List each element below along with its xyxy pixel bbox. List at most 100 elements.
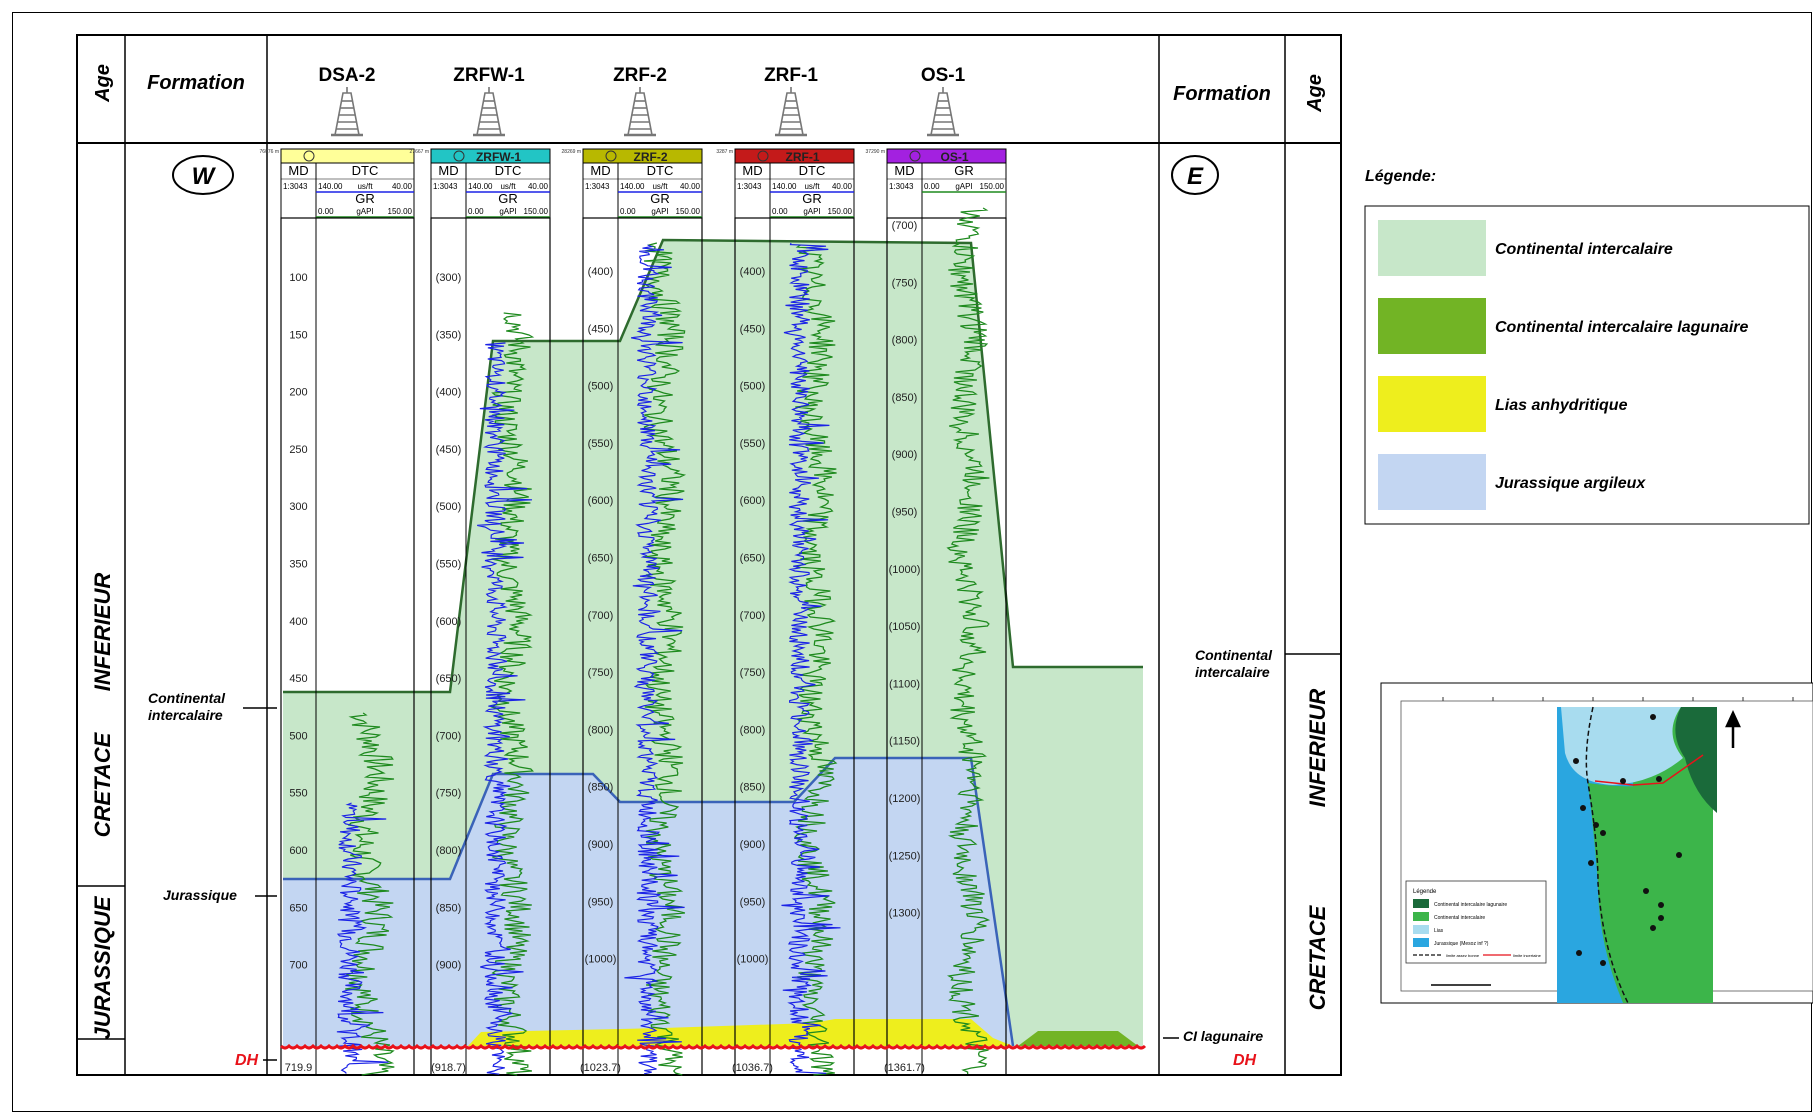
gr-min: 0.00 [318,207,334,216]
inset-map: Légende Continental intercalaire lagunair… [1380,682,1814,1004]
dtc-curve [336,802,389,1074]
depth-label: 550 [289,788,307,800]
depth-label: (600) [436,616,462,628]
gr-min: 0.00 [468,207,484,216]
gr-curve [643,242,687,1076]
derrick-icon [624,87,656,137]
inset-legend-label: Lias [1434,928,1444,934]
legend-item: Continental intercalaire [1378,220,1673,276]
depth-label: (700) [740,610,766,622]
well-label-bar [280,148,415,164]
inset-well-dot [1650,925,1656,931]
legend-item: Continental intercalaire lagunaire [1378,298,1749,354]
east-marker [1171,155,1219,195]
depth-label: (1000) [585,954,617,966]
depth-label: (800) [436,845,462,857]
inset-well-dot [1580,805,1586,811]
gr-header: GR [954,163,974,178]
inset-well-dot [1600,830,1606,836]
formation-header-right: Formation [1173,83,1271,105]
dtc-max: 40.00 [392,182,413,191]
inset-well-dot [1588,860,1594,866]
gr-header: GR [355,191,375,206]
depth-label: (350) [436,329,462,341]
scale-label: 1:3043 [889,182,914,191]
formation-jurassique-left: Jurassique [163,887,237,903]
dtc-header: DTC [647,163,674,178]
depth-label: (750) [892,277,918,289]
gr-min: 0.00 [924,182,940,191]
well-name: ZRF-2 [613,65,667,86]
inset-line-label: limite assez bonne [1446,953,1480,958]
gr-curve [345,712,395,1076]
depth-label: (750) [588,667,614,679]
depth-label: (1000) [737,954,769,966]
depth-label: (1150) [889,736,920,748]
dh-label-left: DH [235,1052,259,1069]
formation-ci-right-1: Continental [1195,647,1273,663]
well-label-bar-text: OS-1 [940,150,968,164]
well-dsa-2: DSA-2 MD 1:3043 DTC 140.00 us/ft 40.00 GR 0.00 gA… [260,65,415,1076]
depth-label: (700) [588,610,614,622]
gr-max: 150.00 [676,207,701,216]
inset-legend-title: Légende [1413,889,1437,895]
gr-max: 150.00 [828,207,853,216]
well-label-bar-text: ZRF-2 [634,150,668,164]
scale-label: 1:3043 [433,182,458,191]
depth-label: 450 [289,673,307,685]
well-symbol-icon [303,150,315,162]
depth-label: 150 [289,329,307,341]
depth-label: 719.9 [285,1062,313,1074]
depth-label: (650) [436,673,462,685]
west-marker [172,155,234,195]
legend-label: Continental intercalaire lagunaire [1495,319,1749,336]
well-label-bar-text: ZRF-1 [786,150,820,164]
depth-label: (900) [892,449,918,461]
dtc-curve [624,244,685,1075]
depth-label: (400) [740,266,766,278]
inset-well-dot [1676,852,1682,858]
gr-unit: gAPI [651,207,668,216]
depth-label: 200 [289,387,307,399]
dtc-header: DTC [352,163,379,178]
formation-ci-left-1: Continental [148,690,226,706]
depth-label: (500) [436,501,462,513]
track-body: (300) (350) (400) (450) (500) (550) (600) (650)… [430,217,551,1076]
depth-label: 250 [289,444,307,456]
track-header: MD 1:3043 GR 0.00 gAPI 150.00 [886,162,1007,219]
dtc-header: DTC [495,163,522,178]
legend-label: Jurassique argileux [1495,475,1646,492]
track-body: 100 150 200 250 300 350 400 450 500 550 600 650 700 7… [280,217,415,1076]
dtc-curve [781,242,841,1074]
legend-swatch [1378,220,1486,276]
depth-label: (850) [436,902,462,914]
dtc-min: 140.00 [318,182,343,191]
well-spacing: 3287 m [716,149,733,155]
scale-label: 1:3043 [585,182,610,191]
dtc-unit: us/ft [357,182,373,191]
depth-label: (750) [740,667,766,679]
gr-unit: gAPI [803,207,820,216]
north-arrow-icon [1725,710,1741,748]
depth-label: (550) [588,438,614,450]
track-body: (700) (750) (800) (850) (900) (950) (1000) (105… [884,207,1007,1076]
east-label: E [1187,163,1204,190]
gr-curve [946,207,991,1075]
depth-label: (1036.7) [732,1062,773,1074]
depth-label: (500) [740,381,766,393]
depth-label: 350 [289,559,307,571]
gr-max: 150.00 [388,207,413,216]
inset-lias-zone [1561,707,1683,785]
depth-label: (1300) [889,908,921,920]
jurassique-top-line [283,756,1015,1047]
main-panel [76,34,1342,1076]
dh-label-right: DH [1233,1052,1257,1069]
ci-lagunaire-layer [1018,1031,1138,1046]
depth-label: (900) [740,839,766,851]
gr-unit: gAPI [356,207,373,216]
gr-header: GR [802,191,822,206]
